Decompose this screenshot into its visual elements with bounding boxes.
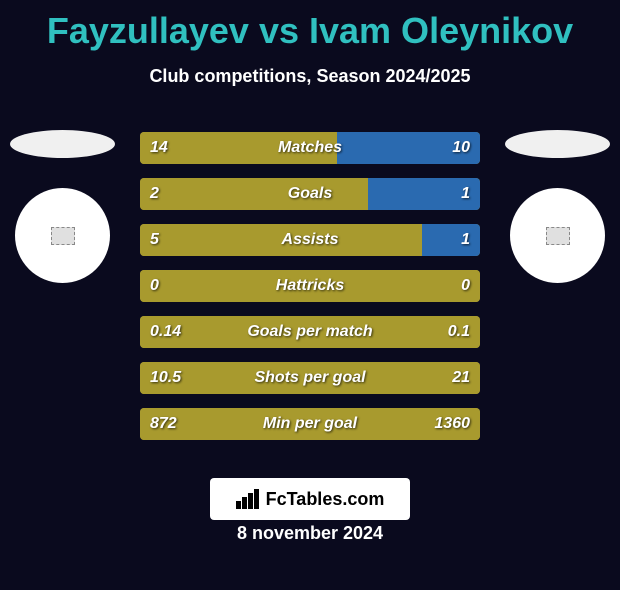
flag-icon xyxy=(546,227,570,245)
stat-label: Min per goal xyxy=(263,415,357,433)
player-left-avatar-block xyxy=(10,130,115,283)
stat-label: Goals xyxy=(288,185,332,203)
stat-value-left: 0 xyxy=(150,277,159,295)
page-title: Fayzullayev vs Ivam Oleynikov xyxy=(0,10,620,52)
player-right-flag-circle xyxy=(510,188,605,283)
stat-row: 0.14 Goals per match 0.1 xyxy=(140,316,480,348)
stat-row: 2 Goals 1 xyxy=(140,178,480,210)
player-right-photo-oval xyxy=(505,130,610,158)
stat-value-left: 10.5 xyxy=(150,369,181,387)
comparison-bars: 14Matches102Goals15Assists10Hattricks00.… xyxy=(140,132,480,454)
stat-row: 14 Matches 10 xyxy=(140,132,480,164)
stat-label: Shots per goal xyxy=(254,369,365,387)
stat-value-right: 1 xyxy=(461,185,470,203)
stat-value-right: 0 xyxy=(461,277,470,295)
stat-label: Hattricks xyxy=(276,277,344,295)
player-right-avatar-block xyxy=(505,130,610,283)
logo-box: FcTables.com xyxy=(210,478,410,520)
stat-value-right: 0.1 xyxy=(448,323,470,341)
stat-value-right: 10 xyxy=(452,139,470,157)
stat-value-right: 1360 xyxy=(434,415,470,433)
logo-text: FcTables.com xyxy=(266,489,385,510)
stat-row: 5 Assists 1 xyxy=(140,224,480,256)
stat-value-left: 5 xyxy=(150,231,159,249)
flag-icon xyxy=(51,227,75,245)
player-left-flag-circle xyxy=(15,188,110,283)
stat-label: Matches xyxy=(278,139,342,157)
stat-row: 872 Min per goal 1360 xyxy=(140,408,480,440)
stat-value-left: 0.14 xyxy=(150,323,181,341)
subtitle: Club competitions, Season 2024/2025 xyxy=(0,66,620,87)
stat-value-left: 872 xyxy=(150,415,177,433)
stat-row: 10.5 Shots per goal 21 xyxy=(140,362,480,394)
stat-value-right: 1 xyxy=(461,231,470,249)
bar-chart-icon xyxy=(236,489,260,509)
stat-row: 0 Hattricks 0 xyxy=(140,270,480,302)
stat-value-left: 2 xyxy=(150,185,159,203)
player-left-photo-oval xyxy=(10,130,115,158)
stat-bar-left-fill xyxy=(140,178,368,210)
stat-value-right: 21 xyxy=(452,369,470,387)
stat-bar-right-fill xyxy=(422,224,480,256)
stat-label: Goals per match xyxy=(247,323,372,341)
stat-label: Assists xyxy=(282,231,339,249)
date-text: 8 november 2024 xyxy=(0,523,620,544)
stat-value-left: 14 xyxy=(150,139,168,157)
